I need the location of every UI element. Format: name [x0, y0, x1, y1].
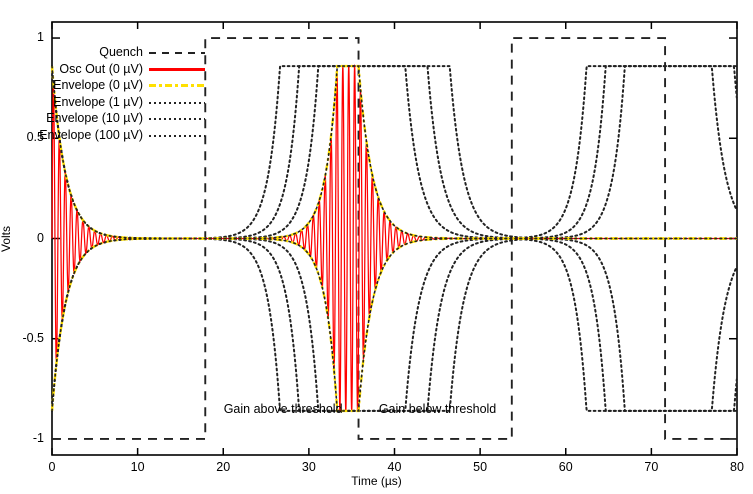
legend-item[interactable]: Envelope (0 µV): [0, 78, 205, 92]
legend-item[interactable]: Envelope (1 µV): [0, 95, 205, 109]
x-tick-label: 60: [558, 460, 573, 474]
y-tick-label: 1: [37, 30, 44, 45]
legend-key-swatch: [149, 118, 205, 120]
legend-label: Envelope (100 µV): [39, 127, 143, 142]
legend-item[interactable]: Osc Out (0 µV): [0, 62, 205, 76]
legend-label: Envelope (10 µV): [46, 111, 143, 125]
envelope-0uv-lower: [50, 237, 737, 413]
envelope-1uv-lower: [51, 237, 738, 412]
y-tick-label: -0.5: [22, 330, 44, 345]
y-tick-label: -1: [32, 430, 44, 445]
envelope-0uv-lower-outline: [51, 237, 738, 412]
plot-annotation: Gain above threshold: [223, 401, 343, 416]
legend-item[interactable]: Envelope (100 µV): [0, 128, 205, 142]
x-tick-label: 0: [48, 460, 56, 474]
legend-label: Envelope (1 µV): [53, 94, 143, 109]
legend-item[interactable]: Envelope (10 µV): [0, 111, 205, 125]
legend-key-swatch: [149, 134, 205, 137]
legend-key-swatch: [149, 52, 205, 54]
legend-key-swatch: [149, 84, 205, 87]
x-tick-label: 20: [216, 460, 231, 474]
y-tick-label: 0.5: [26, 130, 44, 145]
x-tick-label: 70: [644, 460, 659, 474]
legend-label: Osc Out (0 µV): [59, 61, 143, 76]
legend-label: Quench: [99, 45, 143, 59]
x-axis-label: Time (µs): [351, 474, 402, 488]
legend-label: Envelope (0 µV): [53, 78, 143, 92]
x-tick-label: 30: [301, 460, 316, 474]
legend-item[interactable]: Quench: [0, 45, 205, 59]
x-tick-label: 40: [387, 460, 402, 474]
x-tick-label: 10: [130, 460, 145, 474]
plot-annotation: Gain below threshold: [378, 401, 497, 416]
legend-key-swatch: [149, 101, 205, 104]
envelope-10uv-lower: [51, 237, 738, 412]
legend-key-swatch: [149, 67, 205, 71]
x-tick-label: 50: [473, 460, 488, 474]
y-tick-label: 0: [37, 230, 44, 245]
envelope-100uv-lower: [51, 237, 738, 412]
x-tick-label: 80: [730, 460, 744, 474]
